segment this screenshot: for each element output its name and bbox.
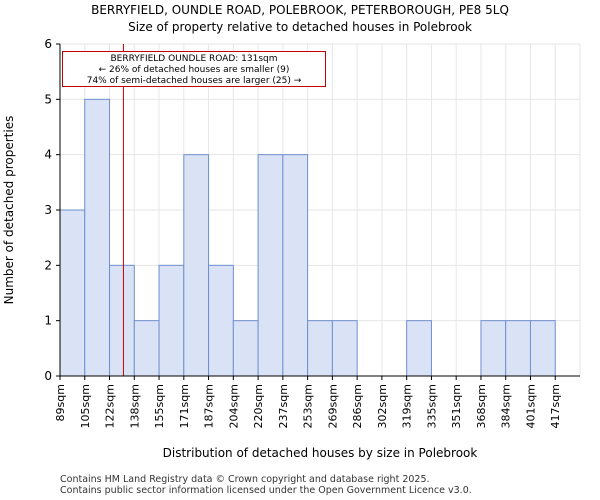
bar-220sqm (257, 154, 284, 377)
chart-subtitle: Size of property relative to detached ho… (128, 20, 472, 34)
x-tick-label: 187sqm (203, 384, 216, 428)
x-tick-label: 138sqm (128, 384, 141, 428)
bar-319sqm (406, 320, 432, 377)
y-tick-label: 2 (44, 258, 52, 272)
x-tick-label: 335sqm (425, 384, 438, 428)
bar-368sqm (480, 320, 507, 377)
bar-155sqm (158, 264, 185, 377)
x-tick-label: 237sqm (277, 384, 290, 428)
bar-401sqm (529, 320, 556, 377)
bar-384sqm (505, 320, 531, 377)
bar-122sqm (109, 264, 135, 377)
chart-title: BERRYFIELD, OUNDLE ROAD, POLEBROOK, PETE… (91, 3, 509, 17)
bar-187sqm (208, 264, 234, 377)
x-tick-label: 253sqm (302, 384, 315, 428)
y-axis-label: Number of detached properties (2, 116, 16, 305)
property-annotation-box: BERRYFIELD OUNDLE ROAD: 131sqm ← 26% of … (62, 51, 326, 87)
annotation-line-1: BERRYFIELD OUNDLE ROAD: 131sqm (110, 54, 278, 64)
bar-253sqm (307, 320, 333, 377)
x-tick-label: 286sqm (351, 384, 364, 428)
y-tick-label: 1 (44, 314, 52, 328)
x-tick-label: 171sqm (178, 384, 191, 428)
bar-204sqm (232, 320, 259, 377)
x-tick-label: 89sqm (54, 384, 67, 421)
x-tick-label: 204sqm (227, 384, 240, 428)
footer-copyright: Contains HM Land Registry data © Crown c… (60, 474, 430, 485)
x-tick-label: 220sqm (252, 384, 265, 428)
x-tick-label: 105sqm (79, 384, 92, 428)
x-tick-label: 319sqm (401, 384, 414, 428)
bar-138sqm (133, 320, 160, 377)
bar-89sqm (59, 209, 86, 377)
x-axis-label: Distribution of detached houses by size … (163, 446, 478, 460)
y-tick-label: 0 (44, 369, 52, 383)
bar-105sqm (84, 98, 111, 377)
y-tick-label: 4 (44, 148, 52, 162)
y-tick-label: 5 (44, 92, 52, 106)
y-tick-label: 6 (44, 37, 52, 51)
x-tick-label: 401sqm (524, 384, 537, 428)
bar-171sqm (183, 154, 210, 377)
annotation-line-3: 74% of semi-detached houses are larger (… (86, 76, 302, 86)
x-tick-label: 351sqm (450, 384, 463, 428)
x-tick-label: 122sqm (104, 384, 117, 428)
x-tick-label: 155sqm (153, 384, 166, 428)
bar-269sqm (331, 320, 358, 377)
footer-licence: Contains public sector information licen… (60, 485, 472, 496)
x-tick-label: 384sqm (500, 384, 513, 428)
y-tick-label: 3 (44, 203, 52, 217)
x-tick-label: 417sqm (549, 384, 562, 428)
annotation-line-2: ← 26% of detached houses are smaller (9) (98, 65, 290, 75)
x-tick-label: 368sqm (475, 384, 488, 428)
x-tick-label: 302sqm (376, 384, 389, 428)
x-tick-label: 269sqm (326, 384, 339, 428)
bar-237sqm (282, 154, 309, 377)
